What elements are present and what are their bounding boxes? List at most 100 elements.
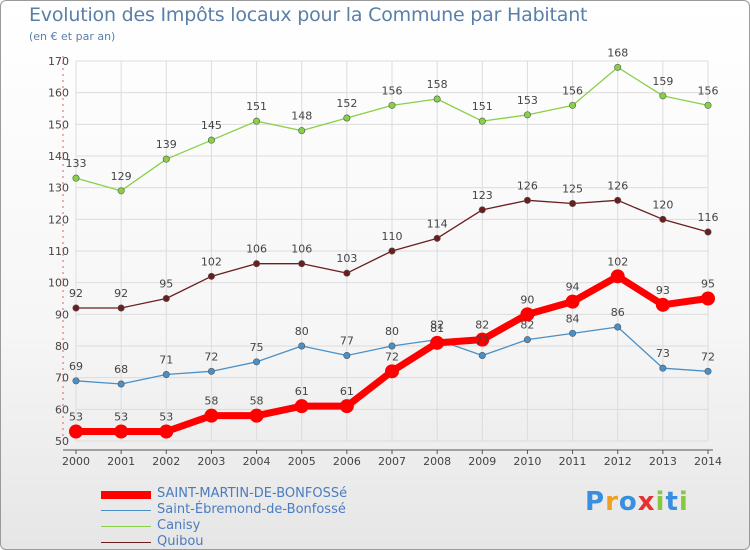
data-label: 159 xyxy=(652,75,673,88)
data-label: 82 xyxy=(430,319,444,332)
data-point xyxy=(204,408,219,423)
data-point xyxy=(114,424,129,439)
data-label: 92 xyxy=(114,287,128,300)
y-tick-label: 150 xyxy=(48,118,69,131)
y-tick-label: 70 xyxy=(55,372,69,385)
x-tick-label: 2010 xyxy=(513,455,541,468)
data-point xyxy=(253,117,261,125)
data-label: 123 xyxy=(472,189,493,202)
data-label: 95 xyxy=(159,278,173,291)
y-tick-label: 130 xyxy=(48,182,69,195)
data-label: 133 xyxy=(66,157,87,170)
data-label: 73 xyxy=(656,347,670,360)
chart-subtitle: (en € et par an) xyxy=(29,30,116,43)
data-point xyxy=(569,101,577,109)
data-point xyxy=(162,294,170,302)
data-label: 71 xyxy=(159,354,173,367)
logo-letter: r xyxy=(605,487,619,517)
data-point xyxy=(162,155,170,163)
data-label: 151 xyxy=(472,100,493,113)
data-point xyxy=(339,399,354,414)
data-point xyxy=(520,307,535,322)
x-tick-label: 2006 xyxy=(333,455,361,468)
data-point xyxy=(614,323,622,331)
data-label: 110 xyxy=(382,230,403,243)
data-point xyxy=(523,196,531,204)
data-point xyxy=(433,234,441,242)
data-label: 80 xyxy=(385,325,399,338)
data-label: 139 xyxy=(156,138,177,151)
data-point xyxy=(343,351,351,359)
data-label: 126 xyxy=(607,179,628,192)
data-label: 94 xyxy=(566,281,580,294)
x-tick-label: 2001 xyxy=(107,455,135,468)
data-label: 92 xyxy=(69,287,83,300)
axes: 50 60 70 80 90 100 110 120 130 140 150 160 170 2000 20… xyxy=(48,55,722,468)
data-point xyxy=(117,380,125,388)
data-point xyxy=(253,358,261,366)
data-point xyxy=(659,364,667,372)
data-label: 125 xyxy=(562,183,583,196)
data-label: 106 xyxy=(291,243,312,256)
data-point xyxy=(343,269,351,277)
x-tick-label: 2000 xyxy=(62,455,90,468)
data-point xyxy=(207,136,215,144)
data-labels: 92 92 95 102 106 106 103 110 114 123 126 125 126 120 1… xyxy=(66,46,719,423)
data-point xyxy=(478,351,486,359)
data-point xyxy=(475,332,490,347)
data-point xyxy=(72,174,80,182)
data-label: 145 xyxy=(201,119,222,132)
data-label: 72 xyxy=(204,350,218,363)
y-tick-label: 160 xyxy=(48,87,69,100)
data-label: 102 xyxy=(201,255,222,268)
data-label: 114 xyxy=(427,217,448,230)
data-point xyxy=(569,200,577,208)
data-label: 77 xyxy=(475,335,489,348)
data-label: 129 xyxy=(111,170,132,183)
data-point xyxy=(433,95,441,103)
data-point xyxy=(614,196,622,204)
data-label: 156 xyxy=(698,84,719,97)
data-point xyxy=(298,260,306,268)
data-label: 61 xyxy=(295,385,309,398)
logo-letter: i xyxy=(678,487,689,517)
data-label: 53 xyxy=(114,411,128,424)
data-point xyxy=(207,367,215,375)
logo-letter: o xyxy=(618,487,638,517)
logo-letter: i xyxy=(655,487,666,517)
y-tick-label: 140 xyxy=(48,150,69,163)
data-label: 84 xyxy=(566,312,580,325)
data-label: 148 xyxy=(291,110,312,123)
data-label: 53 xyxy=(159,411,173,424)
data-point xyxy=(162,370,170,378)
logo-letter: t xyxy=(665,487,679,517)
data-point xyxy=(117,304,125,312)
data-label: 120 xyxy=(652,198,673,211)
data-label: 152 xyxy=(336,97,357,110)
data-point xyxy=(343,114,351,122)
data-point xyxy=(659,215,667,223)
x-tick-label: 2004 xyxy=(243,455,271,468)
data-label: 90 xyxy=(520,293,534,306)
data-point xyxy=(253,260,261,268)
data-label: 151 xyxy=(246,100,267,113)
data-point xyxy=(298,127,306,135)
proxiti-logo: Proxiti xyxy=(585,487,689,517)
x-tick-label: 2007 xyxy=(378,455,406,468)
data-label: 126 xyxy=(517,179,538,192)
series-lines xyxy=(69,63,715,439)
chart-title: Evolution des Impôts locaux pour la Comm… xyxy=(29,4,588,26)
y-tick-label: 60 xyxy=(55,403,69,416)
data-label: 77 xyxy=(340,335,354,348)
legend-label: Canisy xyxy=(157,518,201,533)
data-point xyxy=(388,247,396,255)
data-point xyxy=(704,101,712,109)
data-label: 158 xyxy=(427,78,448,91)
data-point xyxy=(701,291,715,306)
x-tick-label: 2002 xyxy=(152,455,180,468)
x-tick-label: 2014 xyxy=(694,455,722,468)
data-label: 116 xyxy=(698,211,719,224)
data-point xyxy=(388,101,396,109)
data-point xyxy=(569,329,577,337)
data-point xyxy=(117,187,125,195)
